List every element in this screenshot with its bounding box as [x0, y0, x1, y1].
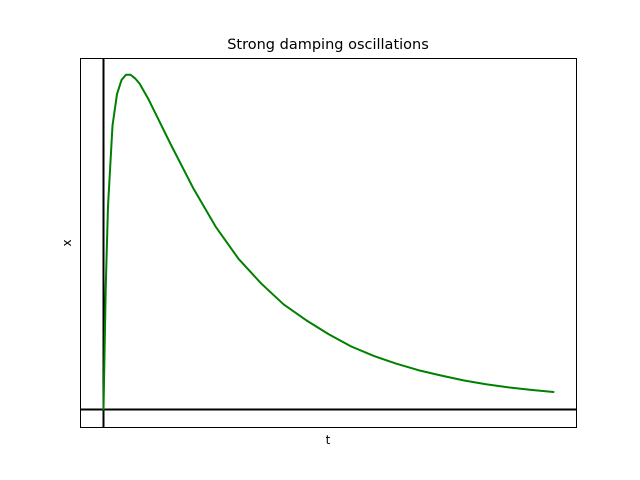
- y-axis-label: x: [60, 239, 74, 246]
- series-line-0: [102, 73, 555, 411]
- x-axis-label: t: [326, 433, 331, 447]
- axes-frame: [80, 58, 577, 428]
- plot-area: [81, 59, 576, 427]
- chart-title: Strong damping oscillations: [227, 37, 429, 53]
